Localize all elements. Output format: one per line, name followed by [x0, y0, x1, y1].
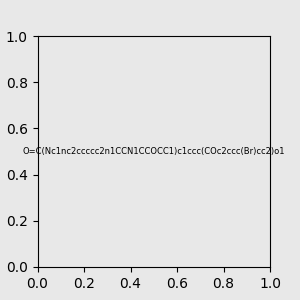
Text: O=C(Nc1nc2ccccc2n1CCN1CCOCC1)c1ccc(COc2ccc(Br)cc2)o1: O=C(Nc1nc2ccccc2n1CCN1CCOCC1)c1ccc(COc2c… — [22, 147, 285, 156]
